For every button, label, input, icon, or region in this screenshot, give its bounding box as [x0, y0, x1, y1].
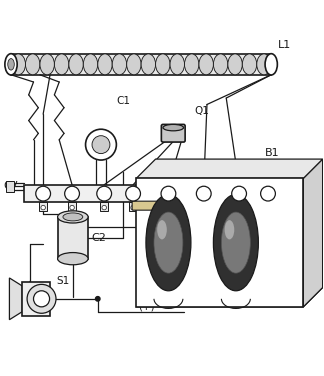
- Circle shape: [237, 205, 241, 210]
- Ellipse shape: [112, 54, 127, 75]
- Polygon shape: [136, 288, 323, 307]
- Ellipse shape: [265, 54, 277, 75]
- Bar: [100, 202, 108, 211]
- Polygon shape: [136, 178, 303, 307]
- Circle shape: [86, 129, 116, 160]
- Bar: [24, 185, 287, 202]
- Text: R1: R1: [194, 214, 208, 224]
- Circle shape: [70, 205, 74, 210]
- Text: Q1: Q1: [194, 106, 209, 116]
- Circle shape: [260, 186, 275, 201]
- Circle shape: [126, 186, 141, 201]
- Text: L1: L1: [278, 40, 291, 50]
- Ellipse shape: [214, 194, 258, 291]
- Polygon shape: [136, 159, 323, 178]
- Circle shape: [232, 186, 247, 201]
- Bar: [235, 202, 243, 211]
- Ellipse shape: [11, 54, 26, 75]
- Circle shape: [202, 205, 206, 210]
- Polygon shape: [303, 159, 323, 307]
- Circle shape: [92, 136, 110, 153]
- Circle shape: [102, 205, 106, 210]
- Ellipse shape: [184, 54, 199, 75]
- Ellipse shape: [83, 54, 98, 75]
- Text: C1: C1: [116, 96, 131, 106]
- Circle shape: [131, 205, 135, 210]
- Bar: [39, 202, 47, 211]
- Ellipse shape: [98, 54, 112, 75]
- Ellipse shape: [40, 54, 54, 75]
- Circle shape: [161, 186, 176, 201]
- Ellipse shape: [157, 220, 167, 240]
- Circle shape: [97, 186, 111, 201]
- Bar: [200, 202, 208, 211]
- Ellipse shape: [26, 54, 40, 75]
- Ellipse shape: [228, 54, 242, 75]
- FancyBboxPatch shape: [132, 201, 179, 210]
- Bar: [22, 282, 50, 315]
- Circle shape: [96, 297, 100, 301]
- Bar: [58, 217, 88, 259]
- Circle shape: [41, 205, 45, 210]
- Circle shape: [27, 284, 56, 313]
- Ellipse shape: [257, 54, 271, 75]
- Circle shape: [33, 291, 50, 307]
- Polygon shape: [9, 278, 22, 320]
- Circle shape: [65, 186, 79, 201]
- Ellipse shape: [214, 54, 228, 75]
- Ellipse shape: [8, 59, 14, 70]
- Ellipse shape: [58, 211, 88, 223]
- Ellipse shape: [225, 220, 234, 240]
- Bar: [68, 202, 76, 211]
- Bar: [129, 202, 137, 211]
- Ellipse shape: [156, 54, 170, 75]
- Text: B1: B1: [265, 148, 279, 158]
- Ellipse shape: [146, 194, 191, 291]
- Ellipse shape: [154, 212, 183, 273]
- Text: S1: S1: [56, 276, 69, 286]
- Ellipse shape: [170, 54, 184, 75]
- Text: C2: C2: [91, 233, 106, 243]
- Ellipse shape: [199, 54, 214, 75]
- Ellipse shape: [127, 54, 141, 75]
- Circle shape: [36, 186, 51, 201]
- Ellipse shape: [58, 253, 88, 265]
- Ellipse shape: [242, 54, 257, 75]
- Ellipse shape: [5, 54, 17, 75]
- Bar: [11, 54, 271, 75]
- Ellipse shape: [69, 54, 83, 75]
- Text: (+): (+): [138, 302, 154, 312]
- Text: CV: CV: [3, 181, 17, 191]
- Text: +: +: [67, 231, 77, 244]
- Circle shape: [196, 186, 211, 201]
- Ellipse shape: [221, 212, 250, 273]
- Ellipse shape: [163, 124, 183, 131]
- Ellipse shape: [141, 54, 156, 75]
- Ellipse shape: [54, 54, 69, 75]
- Bar: [6, 180, 14, 192]
- Ellipse shape: [63, 213, 83, 221]
- FancyBboxPatch shape: [161, 124, 185, 142]
